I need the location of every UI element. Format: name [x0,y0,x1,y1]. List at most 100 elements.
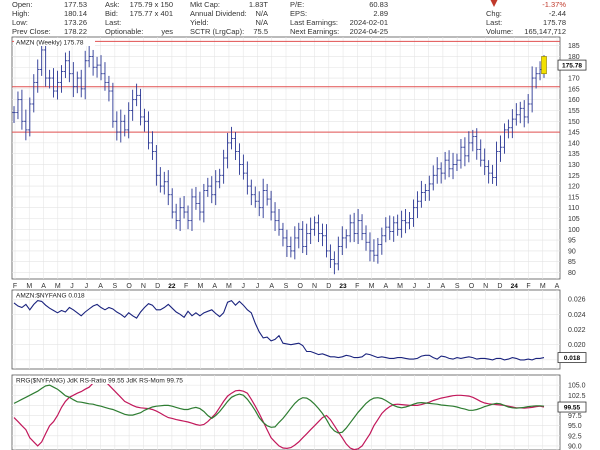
y-tick-label-2: 95.0 [568,423,582,430]
last-earnings-label: Last Earnings: [290,18,338,27]
ratio-last-value: 0.018 [564,355,581,362]
y-tick-label-0: 170 [568,76,580,83]
y-tick-label-0: 135 [568,151,580,158]
x-tick-label: F [184,283,188,290]
y-tick-label-0: 120 [568,184,580,191]
sctr-value: 75.5 [253,27,268,36]
x-tick-label: S [455,283,460,290]
y-tick-label-0: 185 [568,43,580,50]
y-tick-label-1: 0.024 [568,312,586,319]
y-tick-label-1: 0.020 [568,342,586,349]
x-tick-label: N [483,283,488,290]
yield-value: N/A [255,18,268,27]
y-tick-label-0: 80 [568,270,576,277]
open-label: Open: [12,0,33,9]
x-tick-label: O [126,283,132,290]
chart-area[interactable]: 80 85 90 95 100 105 110 115 120 125 130 135 140 145 15… [0,36,600,450]
current-bar-highlight [541,56,547,75]
bid-label: Bid: [105,9,118,18]
mkt-cap-label: Mkt Cap: [190,0,221,9]
y-tick-label-2: 90.0 [568,443,582,450]
quote-header: Open: 177.53 High: 180.14 Low: 173.26 Prev … [0,0,600,36]
y-tick-label-0: 90 [568,248,576,255]
low-value: 173.26 [64,18,87,27]
x-tick-label: O [298,283,304,290]
y-tick-label-0: 130 [568,162,580,169]
y-tick-label-0: 115 [568,194,579,201]
x-tick-label: J [70,283,74,290]
chg-label: Chg: [486,9,502,18]
x-tick-label: J [427,283,431,290]
y-tick-label-0: 110 [568,205,579,212]
eps-value: 2.89 [373,9,388,18]
x-tick-label: S [284,283,289,290]
y-tick-label-0: 155 [568,108,580,115]
chg-value: -2.44 [548,9,566,18]
high-value: 180.14 [64,9,87,18]
x-tick-label: N [312,283,317,290]
y-tick-label-0: 95 [568,238,576,245]
optionable-label: Optionable: [105,27,144,36]
y-tick-label-0: 85 [568,259,576,266]
x-tick-label: A [555,283,560,290]
x-tick-label: F [13,283,17,290]
x-tick-label: A [98,283,103,290]
y-tick-label-0: 140 [568,140,580,147]
x-tick-label: F [355,283,359,290]
sctr-label: SCTR (LrgCap): [190,27,245,36]
x-tick-label: F [526,283,530,290]
x-tick-label: A [41,283,46,290]
eps-label: EPS: [290,9,308,18]
y-tick-label-1: 0.026 [568,297,586,304]
y-tick-label-2: 97.5 [568,413,582,420]
x-tick-label: M [369,283,375,290]
x-tick-label: J [256,283,260,290]
x-tick-label: D [326,283,331,290]
x-tick-label: D [497,283,502,290]
ratio-last-value-box [557,352,587,364]
y-tick-label-0: 165 [568,86,580,93]
rrg-panel-title-bg [14,376,189,384]
rrg-last-value-box [557,401,587,413]
optionable-value: yes [161,27,173,36]
yield-label: Yield: [190,18,209,27]
x-tick-label: M [26,283,32,290]
ratio-panel-title: AMZN:$NYFANG 0.018 [16,293,85,300]
x-tick-label: A [269,283,274,290]
pe-value: 60.83 [369,0,388,9]
y-tick-label-0: 125 [568,173,580,180]
x-tick-label: J [241,283,245,290]
dividend-value: N/A [255,9,268,18]
ask-value: 175.79 x 150 [129,0,173,9]
y-tick-label-1: 0.022 [568,327,586,334]
down-arrow-icon [490,0,498,7]
prev-close-label: Prev Close: [12,27,51,36]
x-tick-label: S [113,283,118,290]
x-tick-label: M [540,283,546,290]
rrg-panel-title: RRG($NYFANG) JdK RS-Ratio 99.55 JdK RS-M… [16,378,183,385]
quote-last-label: Last: [486,18,503,27]
x-tick-label: A [212,283,217,290]
x-tick-label: 24 [511,283,519,290]
x-tick-label: O [469,283,475,290]
last-earnings-value: 2024-02-01 [349,18,388,27]
quote-col-4: P/E: 60.83 EPS: 2.89 Last Earnings: 2024-02… [290,0,388,36]
x-tick-label: N [141,283,146,290]
x-tick-label: M [55,283,61,290]
high-label: High: [12,9,30,18]
quote-last-value: 175.78 [543,18,566,27]
x-tick-label: D [155,283,160,290]
ask-label: Ask: [105,0,120,9]
x-tick-label: M [197,283,203,290]
price-last-value: 175.78 [562,63,582,70]
x-tick-label: J [85,283,89,290]
last-label: Last: [105,18,122,27]
x-tick-label: M [397,283,403,290]
volume-label: Volume: [486,27,514,36]
y-tick-label-2: 102.5 [568,393,586,400]
x-tick-label: M [226,283,232,290]
x-tick-label: 22 [168,283,176,290]
pct-change-value: -1.37% [542,0,566,9]
quote-col-1: Open: 177.53 High: 180.14 Low: 173.26 Prev … [12,0,87,36]
